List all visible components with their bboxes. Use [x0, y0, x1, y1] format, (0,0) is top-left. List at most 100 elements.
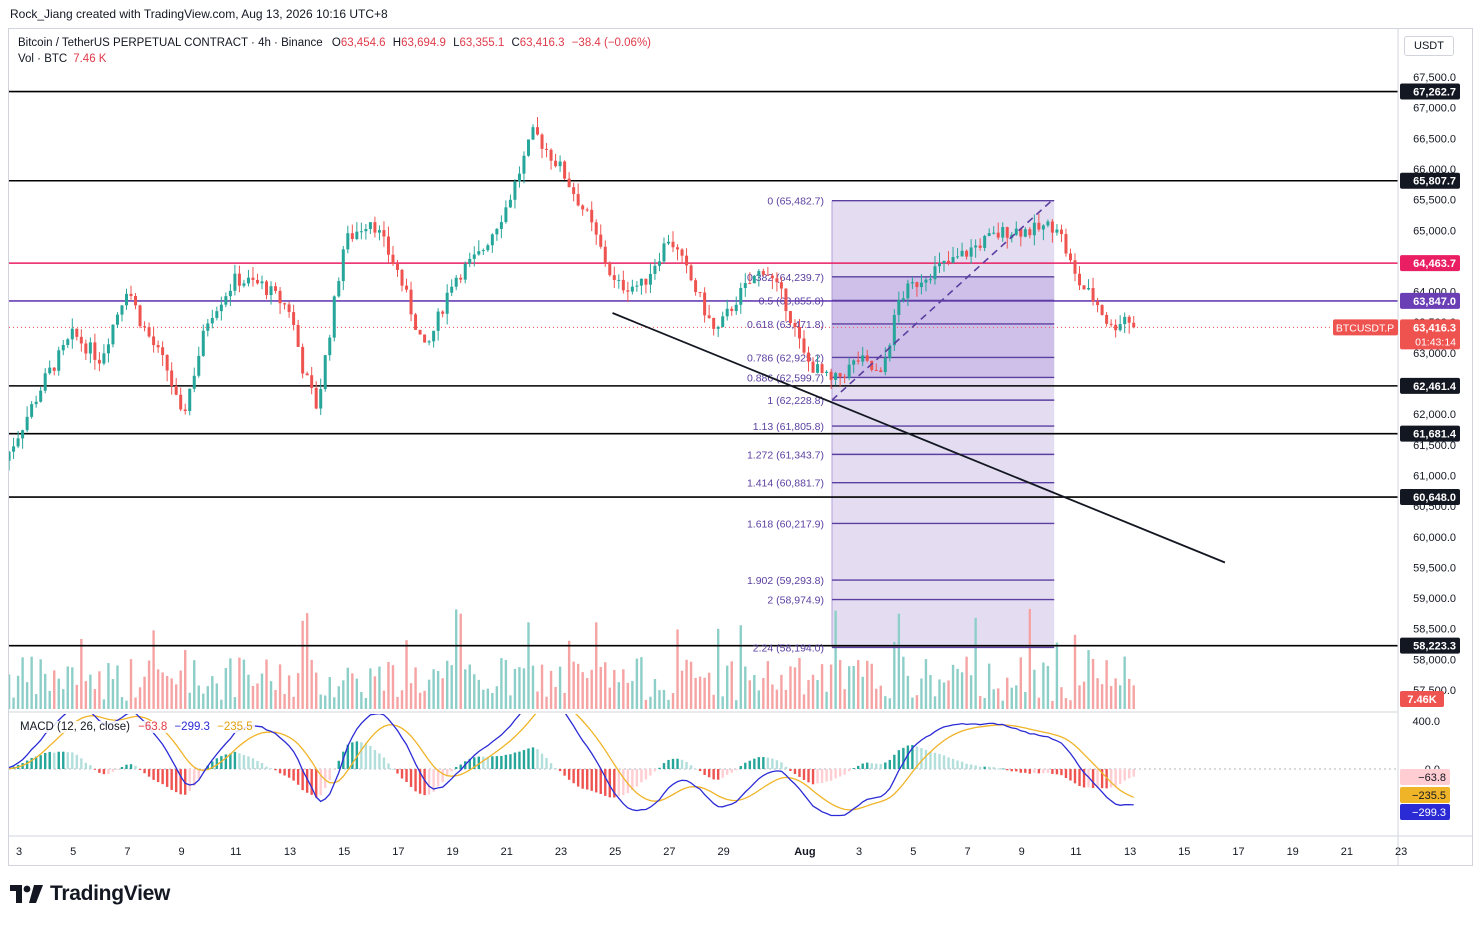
- candle-body: [540, 134, 544, 149]
- macd-hist-bar: [337, 760, 340, 769]
- macd-hist-bar: [585, 769, 589, 790]
- volume-bar: [595, 622, 598, 709]
- volume-bar: [861, 676, 864, 709]
- macd-hist-bar: [658, 767, 661, 769]
- macd-hist-bar: [373, 749, 377, 769]
- macd-hist-bar: [888, 759, 892, 769]
- macd-line-tag: [1400, 804, 1450, 820]
- candle-body: [1096, 301, 1100, 306]
- candle-body: [499, 222, 503, 229]
- volume-bar: [491, 693, 494, 709]
- volume-bar: [1028, 608, 1032, 709]
- volume-bar: [1118, 685, 1122, 709]
- candle-body: [70, 328, 74, 340]
- candle-body: [48, 367, 52, 374]
- volume-bar: [1087, 650, 1090, 709]
- open-value: 63,454.6: [340, 37, 386, 49]
- volume-bar: [942, 682, 946, 709]
- candle-body: [1046, 221, 1050, 226]
- macd-hist-bar: [1096, 769, 1099, 788]
- volume-bar: [206, 686, 209, 709]
- macd-axis[interactable]: 400.00.0−63.8−235.5−299.3: [1400, 716, 1450, 820]
- candle-body: [1068, 253, 1072, 261]
- descending-trendline[interactable]: [612, 312, 1226, 564]
- candle-body: [585, 209, 589, 211]
- volume-bar: [450, 665, 453, 709]
- time-tick-label: 11: [230, 846, 241, 858]
- volume-bar: [9, 674, 11, 709]
- macd-hist-bar: [748, 760, 751, 769]
- candle-body: [301, 346, 305, 374]
- fib-level-label: 1 (62,228.8): [767, 395, 824, 407]
- volume-bar: [960, 672, 964, 709]
- macd-hist-bar: [802, 769, 806, 781]
- volume-bar: [843, 689, 846, 709]
- volume-bar: [455, 609, 458, 709]
- volume-bar: [333, 697, 336, 709]
- macd-line-tag-text: −299.3: [1412, 807, 1446, 819]
- volume-bar: [856, 660, 860, 709]
- volume-bar: [1109, 686, 1113, 709]
- candle-body: [879, 370, 883, 373]
- currency-button[interactable]: USDT: [1404, 36, 1454, 56]
- candle-body: [784, 288, 788, 312]
- volume-bar: [414, 667, 417, 709]
- symbol-title[interactable]: Bitcoin / TetherUS PERPETUAL CONTRACT · …: [18, 37, 323, 49]
- time-tick-label: 7: [124, 846, 130, 858]
- fib-trend-dashed[interactable]: [831, 200, 1053, 401]
- candle-body: [983, 235, 987, 248]
- horizontal-levels[interactable]: [9, 90, 1398, 647]
- macd-title[interactable]: MACD (12, 26, close): [20, 721, 130, 733]
- macd-hist-bar: [536, 749, 539, 769]
- macd-signal-value: −235.5: [217, 721, 253, 733]
- volume-bar: [427, 679, 431, 709]
- level-price-text: 62,461.4: [1413, 381, 1457, 393]
- volume-bar: [269, 681, 273, 709]
- macd-hist-bar: [125, 764, 128, 769]
- candle-body: [1123, 316, 1127, 325]
- time-tick-label: 5: [910, 846, 916, 858]
- macd-hist-bar: [1046, 769, 1050, 773]
- macd-signal-tag-text: −235.5: [1412, 790, 1446, 802]
- volume-bar: [495, 686, 499, 709]
- candle-body: [490, 234, 494, 246]
- volume-bar: [296, 673, 300, 709]
- volume-bar: [838, 660, 842, 709]
- macd-hist-bar: [581, 769, 584, 789]
- macd-hist-bar: [364, 744, 368, 769]
- macd-hist-bar: [265, 766, 268, 769]
- macd-hist-bar: [500, 755, 503, 769]
- trendlines[interactable]: [612, 200, 1226, 564]
- macd-hist-bar: [712, 769, 715, 780]
- macd-hist-bar: [138, 769, 142, 771]
- macd-hist-bar: [852, 768, 855, 769]
- macd-hist-bar: [260, 762, 264, 769]
- volume-bar: [355, 678, 359, 709]
- time-axis[interactable]: 3 5 7 9 11 13 15 17 19 21 23 25 27 29 Aug 3 5 7 9 11 13 15 17 1…: [16, 846, 1407, 858]
- volume-label[interactable]: Vol · BTC: [18, 53, 68, 65]
- fib-outer-zone[interactable]: [832, 200, 1055, 648]
- time-tick-label: 9: [179, 846, 185, 858]
- candle-body: [612, 275, 616, 280]
- price-axis[interactable]: 67,500.067,000.066,500.066,000.065,500.0…: [1413, 72, 1456, 697]
- candle-body: [165, 355, 169, 371]
- macd-hist-bar: [242, 754, 246, 769]
- volume-bar: [680, 670, 684, 709]
- tradingview-logo[interactable]: TradingView: [10, 882, 170, 906]
- fib-level-label: 0.5 (63,855.8): [759, 295, 824, 307]
- macd-hist-bar: [387, 763, 390, 769]
- candle-body: [694, 280, 698, 293]
- macd-hist-bar: [296, 769, 300, 785]
- price-tick-label: 59,000.0: [1413, 593, 1456, 605]
- volume-bar: [1001, 700, 1004, 709]
- fib-levels[interactable]: 0 (65,482.7) 0.382 (64,239.7) 0.5 (63,855.…: [747, 196, 1055, 655]
- candle-body: [757, 271, 761, 276]
- macd-hist-bar: [391, 768, 395, 770]
- time-tick-label: 19: [1287, 846, 1299, 858]
- volume-bar: [1037, 697, 1041, 709]
- volume-bar: [527, 622, 530, 709]
- candle-body: [599, 234, 603, 247]
- macd-hist-bar: [789, 769, 792, 772]
- fib-retracement-zone[interactable]: [831, 200, 1055, 648]
